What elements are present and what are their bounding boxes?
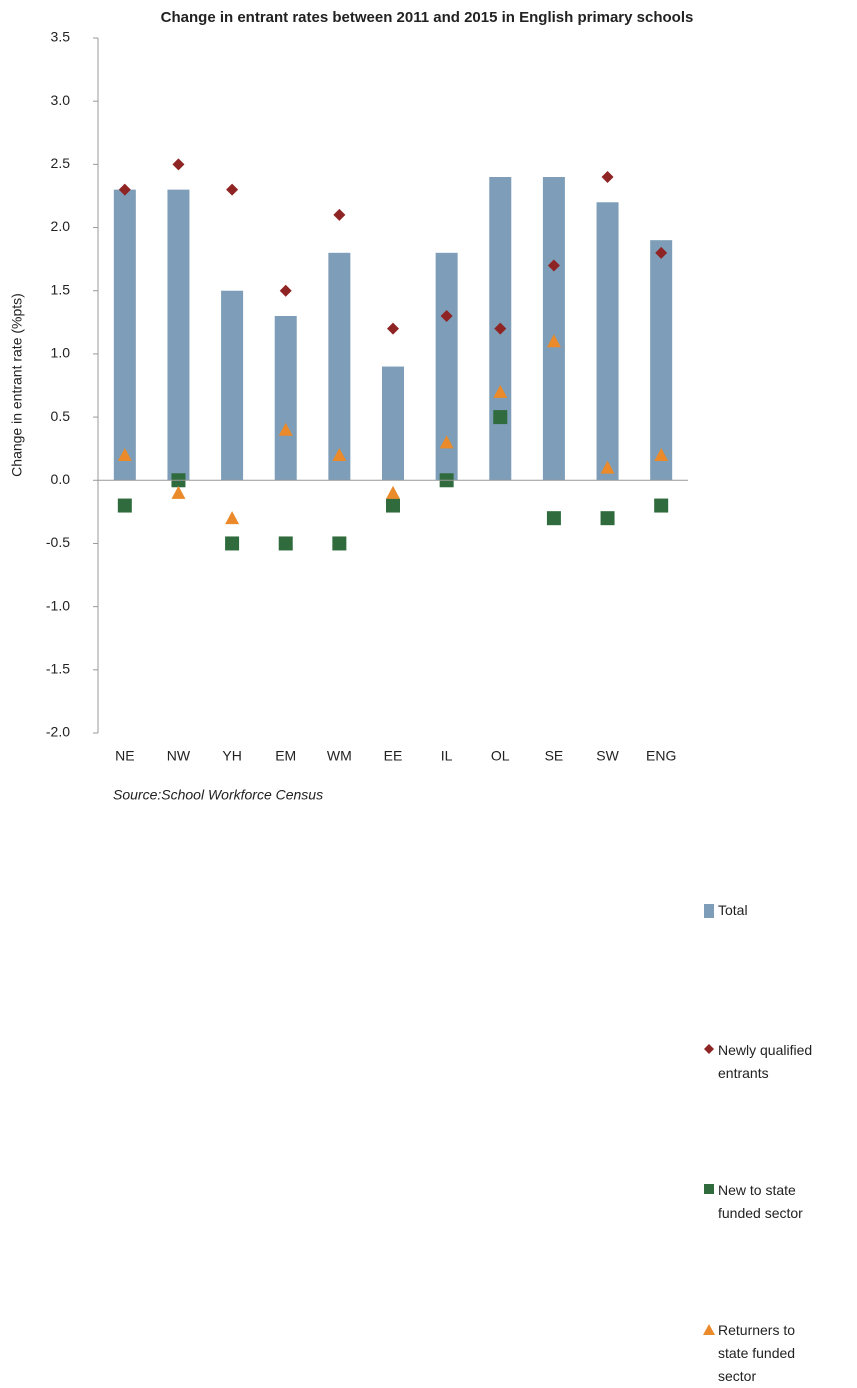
y-tick-label: 0.0: [51, 471, 71, 487]
square-marker: [493, 410, 508, 425]
diamond-marker: [279, 284, 292, 297]
legend-item: Total: [700, 902, 850, 922]
triangle-marker: [225, 511, 240, 525]
y-tick-label: 3.5: [51, 29, 71, 45]
square-marker: [117, 498, 132, 513]
x-tick-label: OL: [491, 748, 510, 764]
y-tick-label: -0.5: [46, 534, 70, 550]
triangle-marker: [171, 485, 186, 499]
legend-swatch: [700, 1042, 718, 1054]
bar: [650, 240, 673, 481]
x-tick-label: EE: [384, 748, 403, 764]
legend-item: New to state funded sector: [700, 1182, 850, 1225]
x-tick-label: EM: [275, 748, 296, 764]
x-tick-label: ENG: [646, 748, 676, 764]
bar: [435, 252, 458, 481]
y-tick-label: 2.0: [51, 218, 71, 234]
x-tick-label: IL: [441, 748, 453, 764]
legend-label: Returners to state funded sector: [718, 1322, 796, 1384]
x-tick-label: SE: [545, 748, 564, 764]
triangle-marker: [117, 448, 132, 461]
legend-label: Newly qualified entrants: [718, 1042, 813, 1081]
y-tick-label: 3.0: [51, 92, 71, 108]
square-marker: [600, 511, 615, 526]
diamond-marker: [226, 183, 239, 196]
legend-item: Returners to state funded sector: [700, 1322, 850, 1388]
diamond-marker: [494, 322, 507, 335]
x-tick-label: NE: [115, 748, 134, 764]
legend-swatch: [700, 902, 718, 918]
bar: [328, 252, 351, 481]
triangle-marker: [654, 448, 669, 461]
diamond-marker: [118, 183, 131, 196]
square-marker: [654, 498, 669, 513]
diamond-marker: [172, 158, 185, 171]
diamond-marker: [333, 208, 346, 221]
triangle-marker: [439, 435, 454, 449]
x-tick-label: WM: [327, 748, 352, 764]
x-tick-label: SW: [596, 748, 619, 764]
legend-item: Newly qualified entrants: [700, 1042, 850, 1085]
bar: [596, 202, 619, 481]
y-tick-label: 1.5: [51, 281, 71, 297]
x-tick-label: YH: [222, 748, 241, 764]
diamond-marker: [387, 322, 399, 335]
diamond-marker: [547, 259, 560, 272]
triangle-marker: [600, 460, 615, 474]
bar: [113, 189, 136, 481]
y-tick-label: 1.0: [51, 345, 71, 361]
chart: Change in entrant rates between 2011 and…: [9, 9, 694, 803]
legend-label: Total: [718, 902, 748, 918]
bar: [274, 316, 297, 481]
y-tick-label: -2.0: [46, 724, 70, 740]
legend-label: New to state funded sector: [718, 1182, 803, 1221]
y-tick-label: -1.5: [46, 661, 70, 677]
square-marker: [546, 511, 561, 526]
square-marker: [332, 536, 347, 551]
triangle-marker: [278, 422, 293, 436]
triangle-marker: [546, 334, 561, 348]
legend-swatch: [700, 1182, 718, 1194]
square-marker: [278, 536, 293, 551]
y-axis-title: Change in entrant rate (%pts): [9, 293, 25, 477]
page: Change in entrant rates between 2011 and…: [9, 9, 812, 1384]
bar: [221, 290, 244, 481]
square-marker: [225, 536, 240, 551]
triangle-marker: [332, 448, 347, 461]
chart-title: Change in entrant rates between 2011 and…: [161, 9, 694, 26]
diamond-marker: [655, 246, 668, 259]
triangle-marker: [493, 384, 508, 398]
triangle-marker: [386, 485, 400, 499]
y-tick-label: 0.5: [51, 408, 71, 424]
bar: [542, 177, 565, 481]
y-tick-label: 2.5: [51, 155, 71, 171]
square-marker: [386, 498, 400, 513]
bar: [382, 366, 404, 481]
diamond-marker: [601, 171, 614, 183]
bar: [167, 189, 190, 481]
y-tick-label: -1.0: [46, 597, 70, 613]
source-note: Source:School Workforce Census: [113, 787, 323, 803]
legend-swatch: [700, 1322, 718, 1335]
x-tick-label: NW: [167, 748, 191, 764]
diamond-marker: [440, 310, 453, 322]
